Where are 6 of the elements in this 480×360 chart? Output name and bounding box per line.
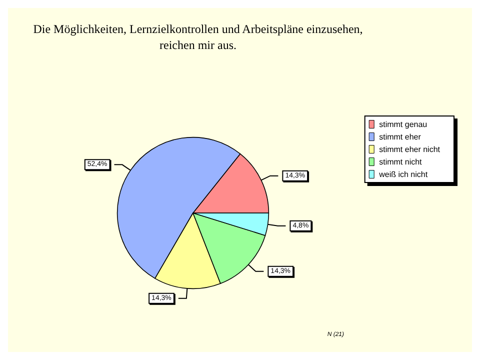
legend-label: stimmt genau: [379, 120, 428, 129]
legend-label: stimmt nicht: [379, 157, 423, 166]
legend-label: stimmt eher: [379, 132, 422, 142]
legend-label: stimmt eher nicht: [379, 144, 441, 154]
legend-label: weiß ich nicht: [378, 170, 428, 179]
chart-title: Die Möglichkeiten, Lernzielkontrollen und Arbeitspläne einzusehen, reichen mir aus.: [33, 22, 363, 52]
